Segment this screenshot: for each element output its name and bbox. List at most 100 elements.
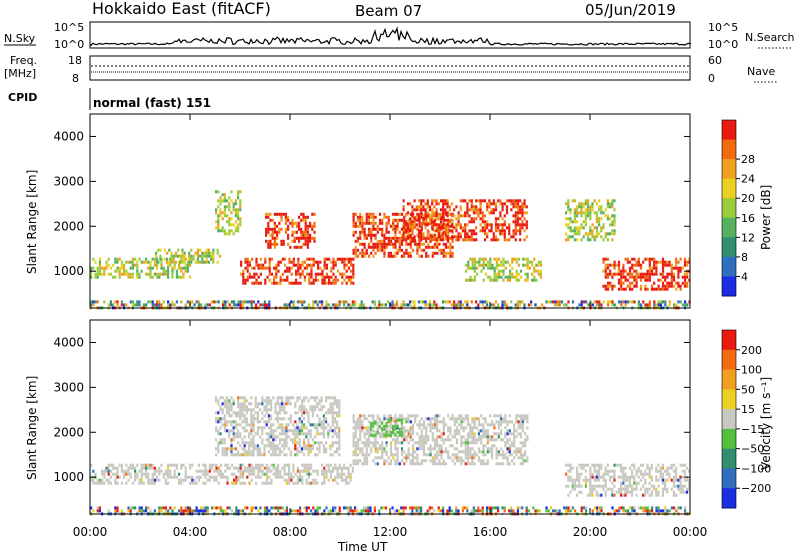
heatmap-cell <box>270 426 273 430</box>
heatmap-cell <box>309 224 312 228</box>
heatmap-cell <box>552 300 555 304</box>
heatmap-cell <box>460 423 463 427</box>
heatmap-cell <box>635 272 638 276</box>
heatmap-cell <box>448 509 451 513</box>
heatmap-cell <box>331 423 334 427</box>
heatmap-cell <box>433 459 437 463</box>
heatmap-cell <box>477 447 481 451</box>
heatmap-cell <box>334 475 337 479</box>
heatmap-cell <box>681 303 684 307</box>
heatmap-cell <box>503 220 506 224</box>
heatmap-cell <box>245 399 248 403</box>
heatmap-cell <box>650 257 654 261</box>
heatmap-cell <box>370 424 373 428</box>
heatmap-cell <box>285 472 288 476</box>
heatmap-cell <box>266 472 269 476</box>
heatmap-cell <box>239 208 242 212</box>
heatmap-cell <box>613 220 616 224</box>
heatmap-cell <box>469 429 472 433</box>
heatmap-cell <box>298 450 301 454</box>
heatmap-cell <box>338 453 341 457</box>
heatmap-cell <box>611 238 614 242</box>
heatmap-cell <box>484 420 487 424</box>
heatmap-cell <box>629 300 632 304</box>
heatmap-cell <box>396 430 399 434</box>
heatmap-cell <box>316 509 319 513</box>
heatmap-cell <box>207 260 210 264</box>
heatmap-cell <box>587 235 590 239</box>
heatmap-cell <box>197 463 200 467</box>
heatmap-cell <box>196 260 199 264</box>
heatmap-cell <box>450 202 454 206</box>
heatmap-cell <box>473 260 476 264</box>
heatmap-cell <box>123 269 126 273</box>
heatmap-cell <box>609 223 612 227</box>
heatmap-cell <box>317 272 320 276</box>
heatmap-cell <box>473 417 476 421</box>
heatmap-cell <box>666 284 669 288</box>
heatmap-cell <box>239 396 242 400</box>
heatmap-cell <box>587 199 590 203</box>
heatmap-cell <box>370 236 373 240</box>
heatmap-cell <box>313 212 316 216</box>
heatmap-cell <box>381 421 384 425</box>
heatmap-cell <box>204 506 207 510</box>
heatmap-cell <box>505 208 509 212</box>
heatmap-cell <box>511 272 514 276</box>
heatmap-cell <box>469 441 472 445</box>
heatmap-cell <box>180 275 183 279</box>
heatmap-cell <box>479 223 482 227</box>
heatmap-cell <box>325 300 328 304</box>
heatmap-cell <box>169 506 172 510</box>
heatmap-cell <box>650 266 654 270</box>
heatmap-cell <box>427 447 430 451</box>
heatmap-cell <box>272 506 275 510</box>
heatmap-cell <box>502 278 505 282</box>
heatmap-cell <box>118 275 121 279</box>
heatmap-cell <box>403 450 406 454</box>
heatmap-cell <box>136 303 139 307</box>
heatmap-cell <box>392 254 395 258</box>
heatmap-cell <box>318 417 321 421</box>
heatmap-cell <box>565 506 568 510</box>
heatmap-cell <box>264 281 267 285</box>
heatmap-cell <box>499 423 503 427</box>
heatmap-cell <box>624 509 627 513</box>
heatmap-cell <box>458 429 461 433</box>
heatmap-cell <box>347 481 350 485</box>
heatmap-cell <box>628 275 632 279</box>
heatmap-cell <box>431 208 434 212</box>
heatmap-cell <box>435 211 438 215</box>
heatmap-cell <box>363 242 366 246</box>
heatmap-cell <box>105 260 108 264</box>
heatmap-cell <box>389 236 393 240</box>
heatmap-cell <box>362 303 365 307</box>
heatmap-cell <box>332 281 335 285</box>
heatmap-cell <box>394 459 397 463</box>
heatmap-cell <box>332 272 335 276</box>
heatmap-cell <box>352 453 355 457</box>
heatmap-cell <box>613 266 616 270</box>
heatmap-cell <box>427 417 430 421</box>
heatmap-cell <box>433 214 436 218</box>
heatmap-cell <box>471 447 474 451</box>
heatmap-cell <box>163 257 166 261</box>
heatmap-cell <box>228 399 231 403</box>
heatmap-cell <box>395 303 398 307</box>
heatmap-cell <box>243 435 246 439</box>
heatmap-cell <box>217 300 220 304</box>
heatmap-cell <box>219 438 222 442</box>
heatmap-cell <box>442 208 445 212</box>
heatmap-cell <box>259 463 262 467</box>
heatmap-cell <box>267 438 270 442</box>
heatmap-cell <box>278 230 281 234</box>
heatmap-cell <box>314 481 317 485</box>
heatmap-cell <box>300 429 303 433</box>
heatmap-cell <box>673 506 676 510</box>
heatmap-cell <box>224 475 227 479</box>
heatmap-cell <box>268 509 271 513</box>
heatmap-cell <box>313 221 316 225</box>
heatmap-cell <box>501 208 504 212</box>
heatmap-cell <box>402 226 405 230</box>
heatmap-cell <box>611 214 614 218</box>
